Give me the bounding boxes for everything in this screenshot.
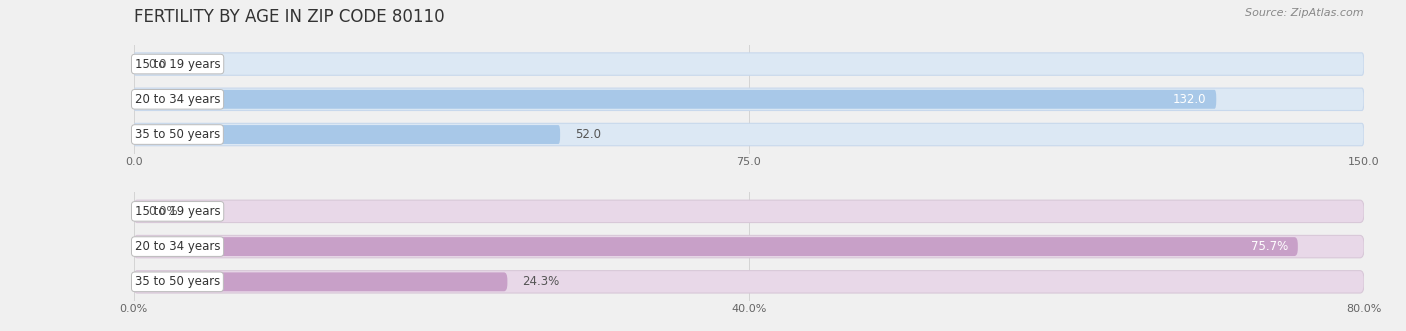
Text: 15 to 19 years: 15 to 19 years <box>135 58 221 71</box>
Text: 35 to 50 years: 35 to 50 years <box>135 128 221 141</box>
FancyBboxPatch shape <box>134 90 1216 109</box>
FancyBboxPatch shape <box>134 200 1364 222</box>
FancyBboxPatch shape <box>134 237 1298 256</box>
Text: 20 to 34 years: 20 to 34 years <box>135 93 221 106</box>
FancyBboxPatch shape <box>134 235 1364 258</box>
FancyBboxPatch shape <box>134 125 560 144</box>
FancyBboxPatch shape <box>134 123 1364 146</box>
Text: 0.0: 0.0 <box>149 58 167 71</box>
Text: 35 to 50 years: 35 to 50 years <box>135 275 221 288</box>
Text: 20 to 34 years: 20 to 34 years <box>135 240 221 253</box>
Text: 0.0%: 0.0% <box>149 205 179 218</box>
FancyBboxPatch shape <box>134 53 1364 75</box>
Text: FERTILITY BY AGE IN ZIP CODE 80110: FERTILITY BY AGE IN ZIP CODE 80110 <box>134 8 444 26</box>
FancyBboxPatch shape <box>134 272 508 291</box>
Text: 52.0: 52.0 <box>575 128 600 141</box>
FancyBboxPatch shape <box>134 271 1364 293</box>
Text: 24.3%: 24.3% <box>522 275 560 288</box>
FancyBboxPatch shape <box>134 88 1364 111</box>
Text: 15 to 19 years: 15 to 19 years <box>135 205 221 218</box>
Text: Source: ZipAtlas.com: Source: ZipAtlas.com <box>1246 8 1364 18</box>
Text: 132.0: 132.0 <box>1173 93 1206 106</box>
Text: 75.7%: 75.7% <box>1250 240 1288 253</box>
